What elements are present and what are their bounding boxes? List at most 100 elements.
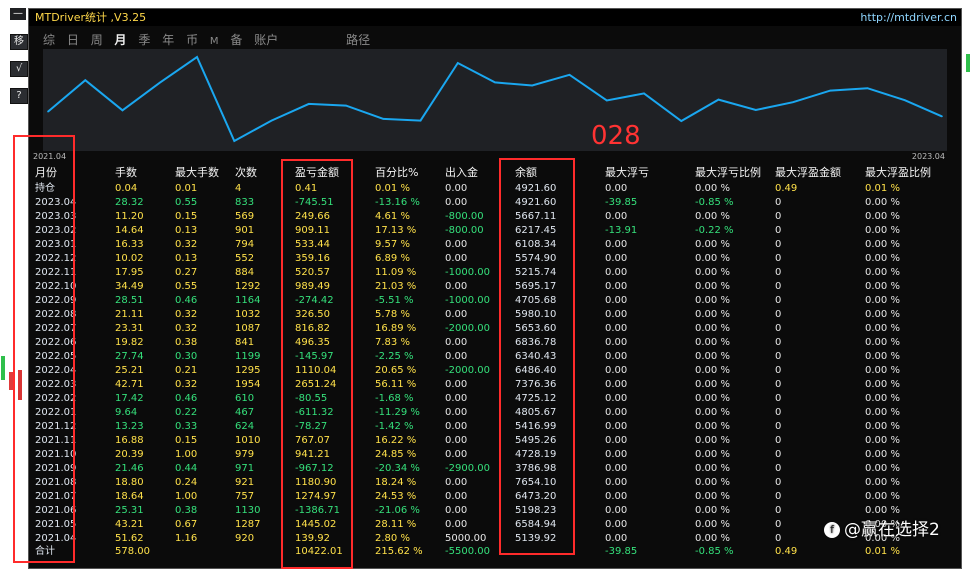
cell-pnl: 249.66 (295, 211, 330, 222)
cell-month: 2022.08 (35, 309, 77, 320)
cell-balance: 5215.74 (515, 267, 557, 278)
cell-max-floating-profit: 0 (775, 379, 782, 390)
cell-lots: 18.64 (115, 491, 144, 502)
cell-percent: -20.34 % (375, 463, 420, 474)
cell-lots: 28.32 (115, 197, 144, 208)
cell-month: 2021.12 (35, 421, 77, 432)
cell-month: 2022.12 (35, 253, 77, 264)
equity-point (792, 101, 794, 103)
cell-max-floating-profit-ratio: 0.01 % (865, 183, 900, 194)
cell-max-floating-loss: 0.00 (605, 477, 628, 488)
cell-balance: 5416.99 (515, 421, 557, 432)
tab-day[interactable]: 日 (66, 33, 79, 47)
table-row: 2022.06 19.82 0.38 841 496.35 7.83 % 0.00 6836.… (29, 336, 961, 350)
cell-max-lots: 0.13 (175, 253, 198, 264)
cell-count: 884 (235, 267, 255, 278)
cell-max-floating-loss: 0.00 (605, 351, 628, 362)
cell-count: 1199 (235, 351, 261, 362)
help-icon[interactable]: ? (10, 88, 28, 104)
tab-year[interactable]: 年 (162, 33, 175, 47)
table-row: 2023.01 16.33 0.32 794 533.44 9.57 % 0.00 6108.… (29, 238, 961, 252)
table-row: 2022.04 25.21 0.21 1295 1110.04 20.65 % -2000.… (29, 364, 961, 378)
cell-max-floating-loss: 0.00 (605, 267, 628, 278)
cell-lots: 27.74 (115, 351, 144, 362)
cell-count: 1295 (235, 365, 261, 376)
cell-lots: 9.64 (115, 407, 138, 418)
chart-icon[interactable]: √ (10, 61, 28, 77)
cell-max-floating-loss: -39.85 (605, 197, 638, 208)
cell-cashflow: 0.00 (445, 309, 468, 320)
table-row: 2021.04 51.62 1.16 920 139.92 2.80 % 5000.00 51… (29, 532, 961, 546)
cell-pnl: 767.07 (295, 435, 330, 446)
cell-month: 2021.07 (35, 491, 77, 502)
cell-pnl: 1110.04 (295, 365, 337, 376)
cell-max-floating-profit-ratio: 0.00 % (865, 407, 900, 418)
cell-max-floating-loss-ratio: 0.00 % (695, 337, 730, 348)
tab-month[interactable]: 月 (114, 33, 127, 47)
cell-balance: 5139.92 (515, 533, 557, 544)
cell-cashflow: 0.00 (445, 393, 468, 404)
tab-m[interactable]: M (209, 36, 219, 47)
cell-pnl: 2651.24 (295, 379, 337, 390)
cell-max-floating-profit-ratio: 0.00 % (865, 337, 900, 348)
cell-balance: 6473.20 (515, 491, 557, 502)
cell-pnl: 989.49 (295, 281, 330, 292)
cell-cashflow: 0.00 (445, 183, 468, 194)
cell-max-floating-profit-ratio: 0.00 % (865, 533, 900, 544)
cell-month: 2022.10 (35, 281, 77, 292)
minimize-button[interactable]: — (10, 8, 26, 20)
cell-max-floating-loss: -13.91 (605, 225, 638, 236)
header-pnl: 盈亏金额 (295, 166, 339, 179)
website-link[interactable]: http://mtdriver.cn (860, 11, 957, 24)
cell-cashflow: 0.00 (445, 197, 468, 208)
tab-week[interactable]: 周 (90, 33, 103, 47)
equity-point (754, 109, 757, 111)
equity-point (568, 73, 571, 76)
move-icon[interactable]: 移 (10, 34, 28, 50)
cell-max-lots: 0.21 (175, 365, 198, 376)
table-row: 2021.09 21.46 0.44 971 -967.12 -20.34 % -2900.… (29, 462, 961, 476)
tab-overview[interactable]: 综 (43, 33, 56, 47)
tab-currency[interactable]: 币 (186, 33, 199, 47)
window-titlebar: MTDriver统计 ,V3.25 http://mtdriver.cn (29, 9, 961, 26)
cell-max-floating-profit-ratio: 0.00 % (865, 197, 900, 208)
cell-month: 2022.03 (35, 379, 77, 390)
tab-quarter[interactable]: 季 (138, 33, 151, 47)
cell-lots: 28.51 (115, 295, 144, 306)
table-row: 2022.09 28.51 0.46 1164 -274.42 -5.51 % -1000.… (29, 294, 961, 308)
equity-point (345, 104, 347, 107)
cell-balance: 4728.19 (515, 449, 557, 460)
tab-note[interactable]: 备 (230, 33, 243, 47)
header-cashflow: 出入金 (445, 166, 478, 179)
cell-max-lots: 0.15 (175, 211, 198, 222)
cell-pnl: 139.92 (295, 533, 330, 544)
cell-cashflow: 0.00 (445, 239, 468, 250)
equity-point (419, 119, 422, 122)
cell-percent: 56.11 % (375, 379, 417, 390)
cell-max-lots: 0.32 (175, 323, 198, 334)
cell-max-lots: 0.46 (175, 295, 198, 306)
cell-max-floating-loss: 0.00 (605, 337, 628, 348)
tab-path[interactable]: 路径 (346, 33, 371, 47)
cell-lots: 18.80 (115, 477, 144, 488)
cell-lots: 11.20 (115, 211, 144, 222)
cell-cashflow: -800.00 (445, 211, 484, 222)
total-max-floating-loss: -39.85 (605, 546, 638, 557)
cell-max-floating-profit-ratio: 0.00 % (865, 519, 900, 530)
equity-point (866, 87, 869, 90)
cell-month: 2022.01 (35, 407, 77, 418)
cell-max-floating-loss-ratio: 0.00 % (695, 421, 730, 432)
total-label: 合计 (35, 546, 55, 557)
cell-month: 2023.01 (35, 239, 77, 250)
cell-pnl: 359.16 (295, 253, 330, 264)
cell-max-floating-profit: 0.49 (775, 183, 798, 194)
cell-percent: 16.22 % (375, 435, 417, 446)
cell-lots: 16.88 (115, 435, 144, 446)
cell-max-floating-loss-ratio: 0.00 % (695, 407, 730, 418)
cell-balance: 4921.60 (515, 183, 557, 194)
cell-balance: 3786.98 (515, 463, 557, 474)
cell-max-floating-profit: 0 (775, 239, 782, 250)
tab-account[interactable]: 账户 (254, 33, 279, 47)
cell-max-floating-profit: 0 (775, 435, 782, 446)
cell-max-floating-loss-ratio: 0.00 % (695, 183, 730, 194)
